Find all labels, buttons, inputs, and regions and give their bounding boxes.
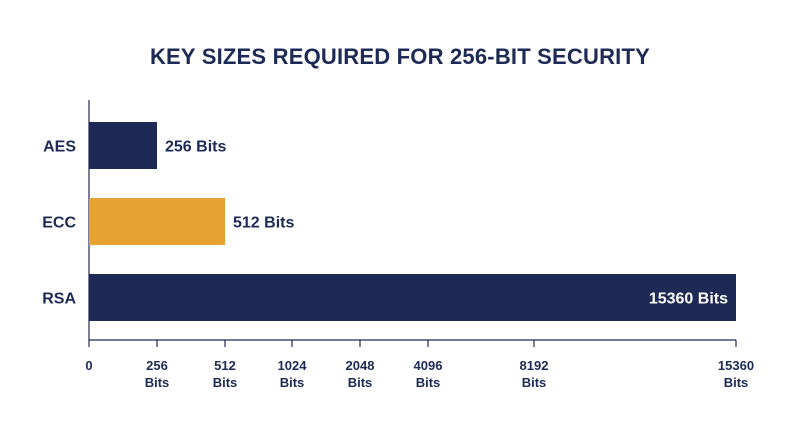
x-tick-label-15360: 15360 [718,358,754,373]
x-tick-label-2048-unit: Bits [348,375,373,390]
x-tick-label-256: 256 [146,358,168,373]
x-tick-label-8192-unit: Bits [522,375,547,390]
category-label-ecc: ECC [42,215,76,232]
bar-aes [89,122,157,169]
x-tick-label-0: 0 [85,358,92,373]
category-label-aes: AES [43,139,76,156]
x-tick-label-1024: 1024 [278,358,308,373]
bar-rsa [89,274,736,321]
bar-ecc [89,198,225,245]
x-tick-label-8192: 8192 [520,358,549,373]
bar-value-label-ecc: 512 Bits [233,215,294,232]
x-tick-label-4096-unit: Bits [416,375,441,390]
x-tick-label-512-unit: Bits [213,375,238,390]
x-tick-label-1024-unit: Bits [280,375,305,390]
bar-value-label-aes: 256 Bits [165,139,226,156]
category-label-rsa: RSA [42,291,76,308]
x-tick-label-15360-unit: Bits [724,375,749,390]
chart-title: KEY SIZES REQUIRED FOR 256-BIT SECURITY [149,44,651,69]
x-tick-label-512: 512 [214,358,236,373]
x-tick-label-256-unit: Bits [145,375,170,390]
bar-value-label-rsa: 15360 Bits [649,291,728,308]
x-tick-label-2048: 2048 [346,358,375,373]
x-tick-label-4096: 4096 [414,358,443,373]
